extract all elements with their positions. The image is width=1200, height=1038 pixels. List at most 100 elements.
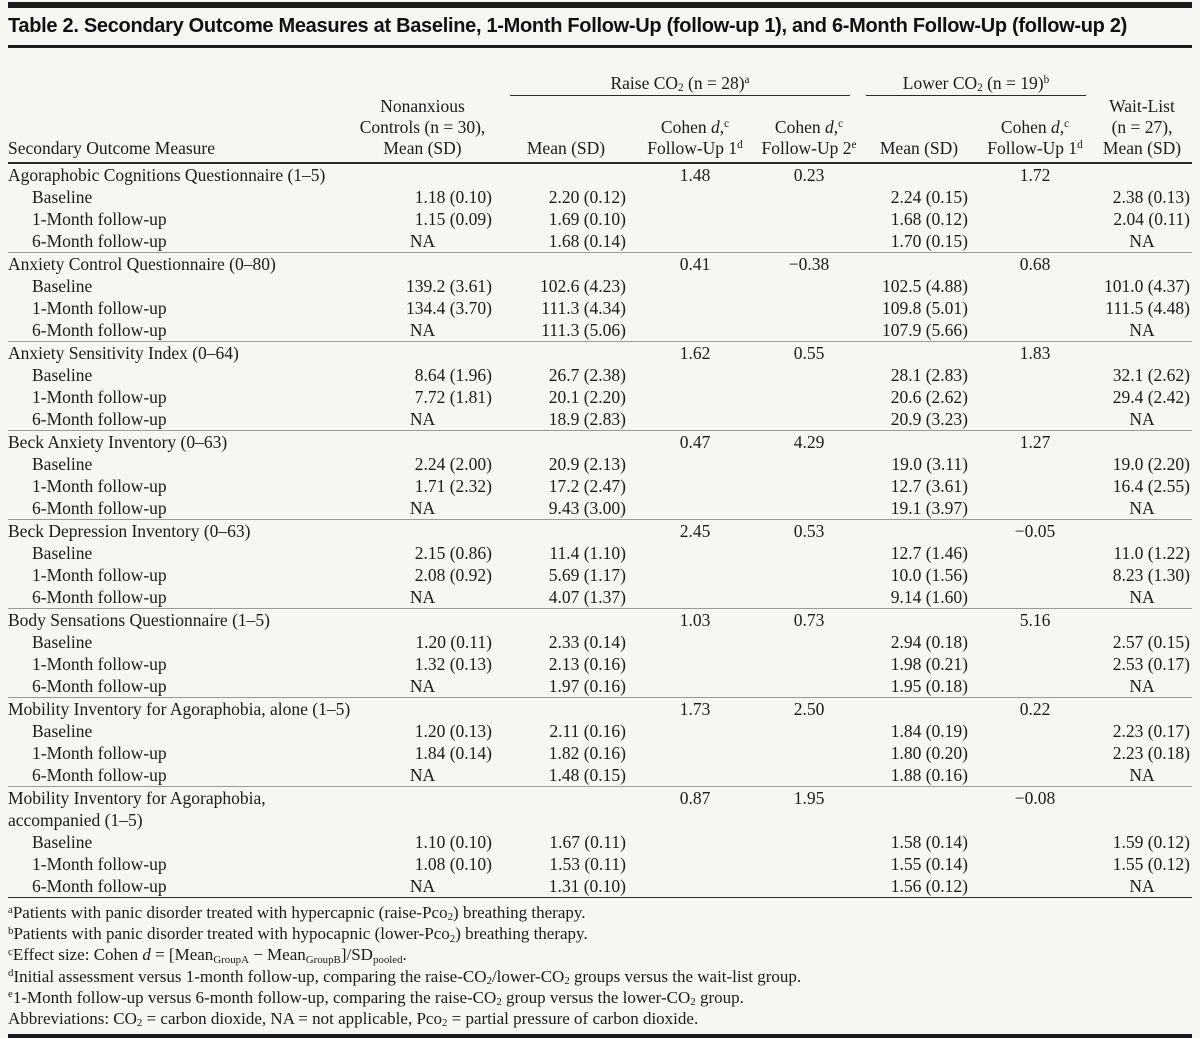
value-lower: 9.14 (1.60) — [890, 587, 968, 607]
empty-cell — [758, 408, 860, 431]
value-raise: 1.67 (0.11) — [549, 832, 626, 852]
empty-cell — [1092, 341, 1193, 364]
value-lower: 1.55 (0.14) — [890, 854, 968, 874]
empty-cell — [758, 853, 860, 875]
value-raise: 1.68 (0.14) — [548, 231, 626, 251]
value-raise: 4.07 (1.37) — [548, 587, 626, 607]
table-row: 1-Month follow-up 1.71 (2.32) 17.2 (2.47) 1… — [8, 475, 1192, 497]
empty-cell — [978, 208, 1092, 230]
table-row: 6-Month follow-up NA 1.68 (0.14) 1.70 (0.15… — [8, 230, 1192, 253]
empty-cell — [978, 675, 1092, 698]
row-label: 1-Month follow-up — [32, 387, 167, 407]
empty-cell — [500, 341, 632, 364]
value-raise: 17.2 (2.47) — [548, 476, 626, 496]
table-row: Baseline 1.20 (0.13) 2.11 (0.16) 1.84 (0.19… — [8, 720, 1192, 742]
value-lower: 1.58 (0.14) — [890, 832, 968, 852]
value-lower: 12.7 (3.61) — [890, 476, 968, 496]
value-nonanxious: 1.15 (0.09) — [414, 209, 492, 229]
empty-cell — [978, 408, 1092, 431]
value-nonanxious: NA — [409, 498, 436, 518]
value-lower: 20.6 (2.62) — [890, 387, 968, 407]
row-label: 6-Month follow-up — [32, 876, 167, 896]
value-lower: 1.84 (0.19) — [890, 721, 968, 741]
footnote: e1-Month follow-up versus 6-month follow… — [8, 987, 744, 1009]
value-lower: 1.70 (0.15) — [890, 231, 968, 251]
value-raise: 111.3 (4.34) — [541, 298, 626, 318]
table-row: 1-Month follow-up 134.4 (3.70) 111.3 (4.34… — [8, 297, 1192, 319]
measure-name: Beck Depression Inventory (0–63) — [8, 519, 500, 542]
row-label: 6-Month follow-up — [32, 587, 167, 607]
empty-cell — [1092, 252, 1193, 275]
value-lower: 102.5 (4.88) — [881, 276, 968, 296]
table-row: Baseline 2.15 (0.86) 11.4 (1.10) 12.7 (1.46… — [8, 542, 1192, 564]
empty-cell — [632, 186, 758, 208]
value-lower: 19.1 (3.97) — [890, 498, 968, 518]
group-header-raise-co2-label: Raise CO2 (n = 28)a — [510, 73, 850, 96]
empty-cell — [758, 764, 860, 787]
value-lower: 109.8 (5.01) — [881, 298, 968, 318]
table-row: Baseline 1.10 (0.10) 1.67 (0.11) 1.58 (0.14… — [8, 831, 1192, 853]
value-waitlist: 101.0 (4.37) — [1103, 276, 1191, 296]
value-waitlist: NA — [1129, 320, 1155, 340]
empty-cell — [758, 297, 860, 319]
value-nonanxious: 2.24 (2.00) — [414, 454, 492, 474]
empty-cell — [978, 453, 1092, 475]
empty-cell — [758, 542, 860, 564]
value-raise: 2.20 (0.12) — [548, 187, 626, 207]
table-row: 6-Month follow-up NA 111.3 (5.06) 107.9 (5.… — [8, 319, 1192, 342]
empty-cell — [1092, 608, 1193, 631]
col-header-raise-cohen-followup1: Cohen d,c Follow-Up 1d — [632, 117, 758, 164]
cohen-d-raise-followup1: 1.48 — [679, 165, 711, 185]
empty-cell — [758, 453, 860, 475]
cohen-d-raise-followup2: 0.73 — [758, 608, 860, 631]
value-waitlist: 11.0 (1.22) — [1113, 543, 1191, 563]
empty-cell — [500, 697, 632, 720]
row-label: Baseline — [32, 632, 93, 652]
row-label: 1-Month follow-up — [32, 565, 167, 585]
group-header-lower-co2: Lower CO2 (n = 19)b — [860, 52, 1092, 117]
empty-cell — [758, 564, 860, 586]
table-row: 1-Month follow-up 1.84 (0.14) 1.82 (0.16) 1… — [8, 742, 1192, 764]
value-lower: 28.1 (2.83) — [890, 365, 968, 385]
col-header-measure: Secondary Outcome Measure — [8, 52, 345, 164]
value-lower: 1.68 (0.12) — [890, 209, 968, 229]
empty-cell — [860, 697, 978, 720]
empty-cell — [632, 764, 758, 787]
value-raise: 11.4 (1.10) — [549, 543, 626, 563]
empty-cell — [978, 875, 1092, 897]
empty-cell — [758, 631, 860, 653]
value-waitlist: 2.04 (0.11) — [1113, 209, 1191, 229]
cohen-d-raise-followup2: 2.50 — [758, 697, 860, 720]
value-nonanxious: 139.2 (3.61) — [405, 276, 492, 296]
table-row: 6-Month follow-up NA 4.07 (1.37) 9.14 (1.60… — [8, 586, 1192, 609]
value-nonanxious: NA — [409, 765, 436, 785]
footnote: bPatients with panic disorder treated wi… — [8, 924, 588, 945]
measure-row: Anxiety Sensitivity Index (0–64) 1.62 0.55… — [8, 341, 1193, 364]
empty-cell — [860, 786, 978, 831]
value-raise: 1.31 (0.10) — [548, 876, 626, 896]
value-raise: 1.82 (0.16) — [548, 743, 626, 763]
row-label: 1-Month follow-up — [32, 854, 167, 874]
cohen-d-lower-followup1: 1.72 — [1019, 165, 1051, 185]
measure-name: Body Sensations Questionnaire (1–5) — [8, 608, 500, 631]
empty-cell — [978, 631, 1092, 653]
cohen-d-lower-followup1: 1.83 — [978, 341, 1093, 364]
value-lower: 2.94 (0.18) — [890, 632, 968, 652]
value-raise: 26.7 (2.38) — [548, 365, 626, 385]
empty-cell — [978, 720, 1092, 742]
empty-cell — [860, 163, 978, 186]
row-label: 6-Month follow-up — [32, 765, 167, 785]
value-nonanxious: NA — [409, 320, 436, 340]
empty-cell — [758, 720, 860, 742]
cohen-d-lower-followup1: 0.68 — [978, 252, 1093, 275]
row-label: 1-Month follow-up — [32, 654, 167, 674]
value-waitlist: 16.4 (2.55) — [1112, 476, 1191, 496]
table-row: 1-Month follow-up 1.32 (0.13) 2.13 (0.16) 1… — [8, 653, 1192, 675]
empty-cell — [978, 186, 1092, 208]
value-lower: 1.80 (0.20) — [890, 743, 968, 763]
row-label: 1-Month follow-up — [32, 298, 167, 318]
empty-cell — [632, 675, 758, 698]
empty-cell — [632, 853, 758, 875]
measure-name: Anxiety Sensitivity Index (0–64) — [8, 341, 500, 364]
